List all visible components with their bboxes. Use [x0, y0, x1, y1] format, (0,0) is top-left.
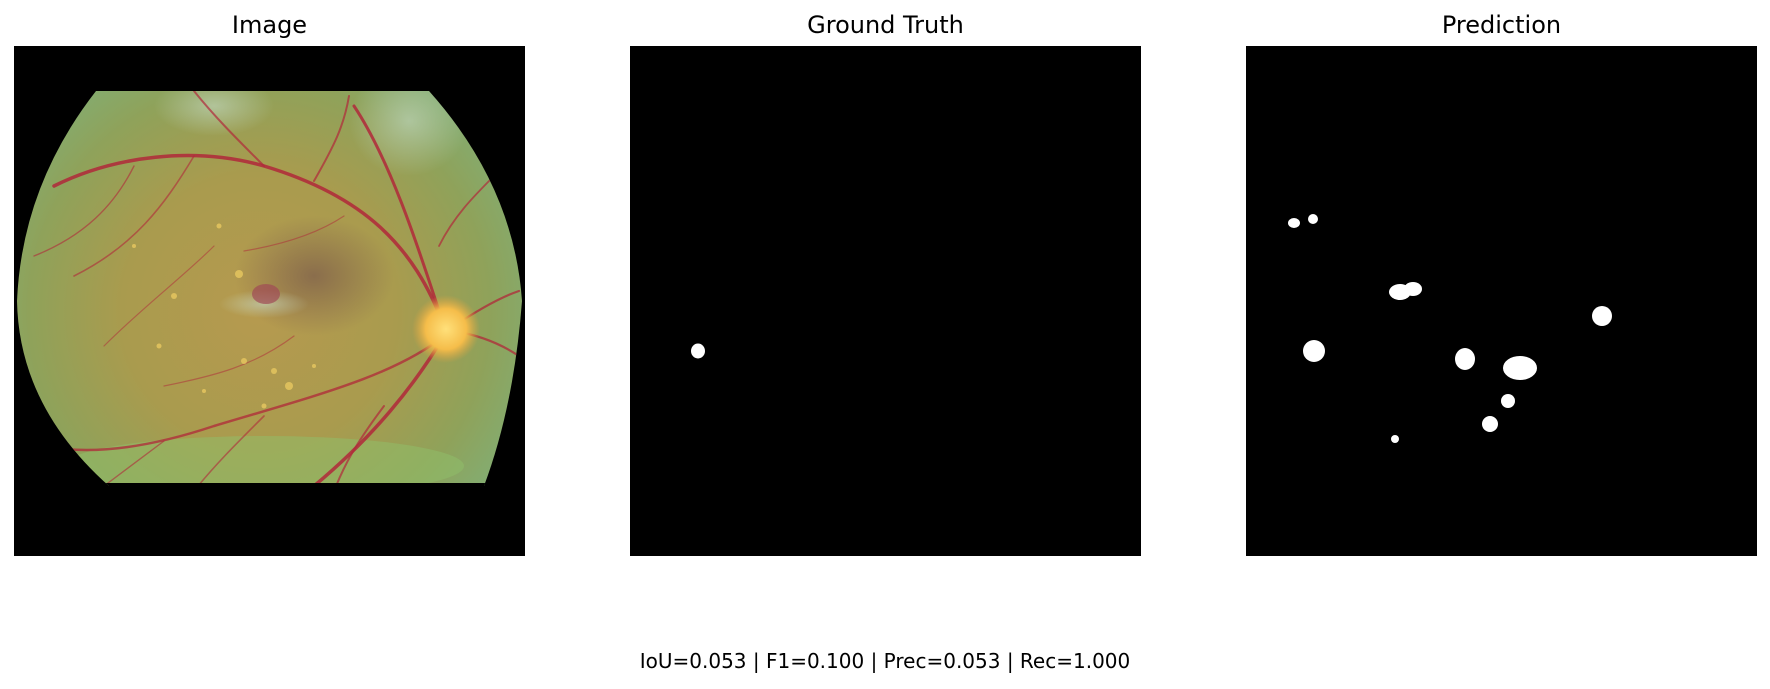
prediction-lesion — [1404, 282, 1422, 296]
fundus-image — [14, 46, 525, 556]
prediction-lesion — [1592, 306, 1612, 326]
image-panel-title: Image — [231, 11, 308, 39]
ground-truth-mask-drawing — [630, 46, 1141, 556]
ground-truth-panel-title: Ground Truth — [807, 11, 964, 39]
prediction-lesion — [1288, 218, 1300, 228]
prediction-lesion — [1308, 214, 1318, 224]
prediction-mask-drawing — [1246, 46, 1757, 556]
prediction-lesion — [1391, 435, 1399, 443]
prediction-mask — [1246, 46, 1757, 556]
prediction-lesion — [1503, 356, 1537, 380]
metrics-caption: IoU=0.053 | F1=0.100 | Prec=0.053 | Rec=… — [639, 649, 1131, 673]
ground-truth-lesion — [691, 343, 705, 359]
prediction-lesion — [1303, 340, 1325, 362]
prediction-lesion — [1501, 394, 1515, 408]
ground-truth-mask — [630, 46, 1141, 556]
prediction-lesion — [1482, 416, 1498, 432]
prediction-lesion — [1455, 348, 1475, 370]
prediction-panel-title: Prediction — [1441, 11, 1562, 39]
fundus-image-drawing — [14, 46, 525, 556]
